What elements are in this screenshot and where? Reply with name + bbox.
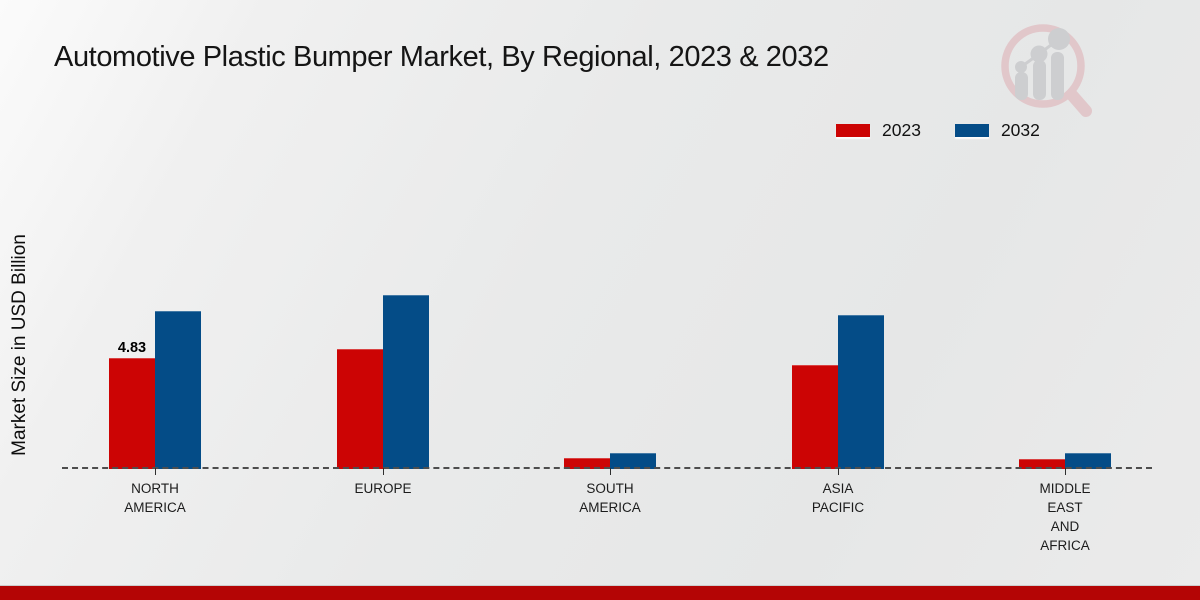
magnifier-bar-chart-logo-icon [1001, 24, 1092, 117]
bar-2023-north-america [109, 358, 155, 469]
footer-red-band [0, 585, 1200, 600]
bar-2023-south-america [564, 458, 610, 469]
bar-2023-middle-east-and-africa [1019, 459, 1065, 469]
legend-swatch-2032 [954, 124, 989, 137]
bar-2032-north-america [155, 311, 201, 469]
legend-item-2032: 2032 [954, 120, 1040, 141]
x-axis-tick [155, 468, 156, 475]
category-label-asia-pacific: ASIA PACIFIC [811, 481, 865, 515]
category-label-europe: EUROPE [354, 481, 412, 496]
bar-2032-europe [383, 295, 429, 469]
category-label-south-america: SOUTH AMERICA [579, 481, 641, 515]
bar-2023-asia-pacific [792, 365, 838, 469]
legend-item-2023: 2023 [836, 120, 921, 141]
bar-2023-europe [337, 349, 383, 469]
zero-baseline [62, 467, 1152, 469]
category-label-north-america: NORTH AMERICA [124, 481, 186, 515]
category-label-middle-east-and-africa: MIDDLE EAST AND AFRICA [1039, 481, 1091, 553]
x-axis-tick [1065, 468, 1066, 475]
legend-label-2023: 2023 [882, 120, 921, 140]
legend-swatch-2023 [836, 124, 870, 137]
bar-value-label: 4.83 [117, 340, 147, 356]
legend-label-2032: 2032 [1000, 120, 1040, 140]
chart-title: Automotive Plastic Bumper Market, By Reg… [54, 41, 829, 73]
legend: 2023 2032 [836, 120, 1040, 141]
bar-2032-south-america [610, 453, 656, 469]
x-axis-tick [838, 468, 839, 475]
bar-2032-middle-east-and-africa [1065, 453, 1111, 469]
x-axis-tick [383, 468, 384, 475]
bar-2032-asia-pacific [838, 315, 884, 469]
x-axis-tick [610, 468, 611, 475]
